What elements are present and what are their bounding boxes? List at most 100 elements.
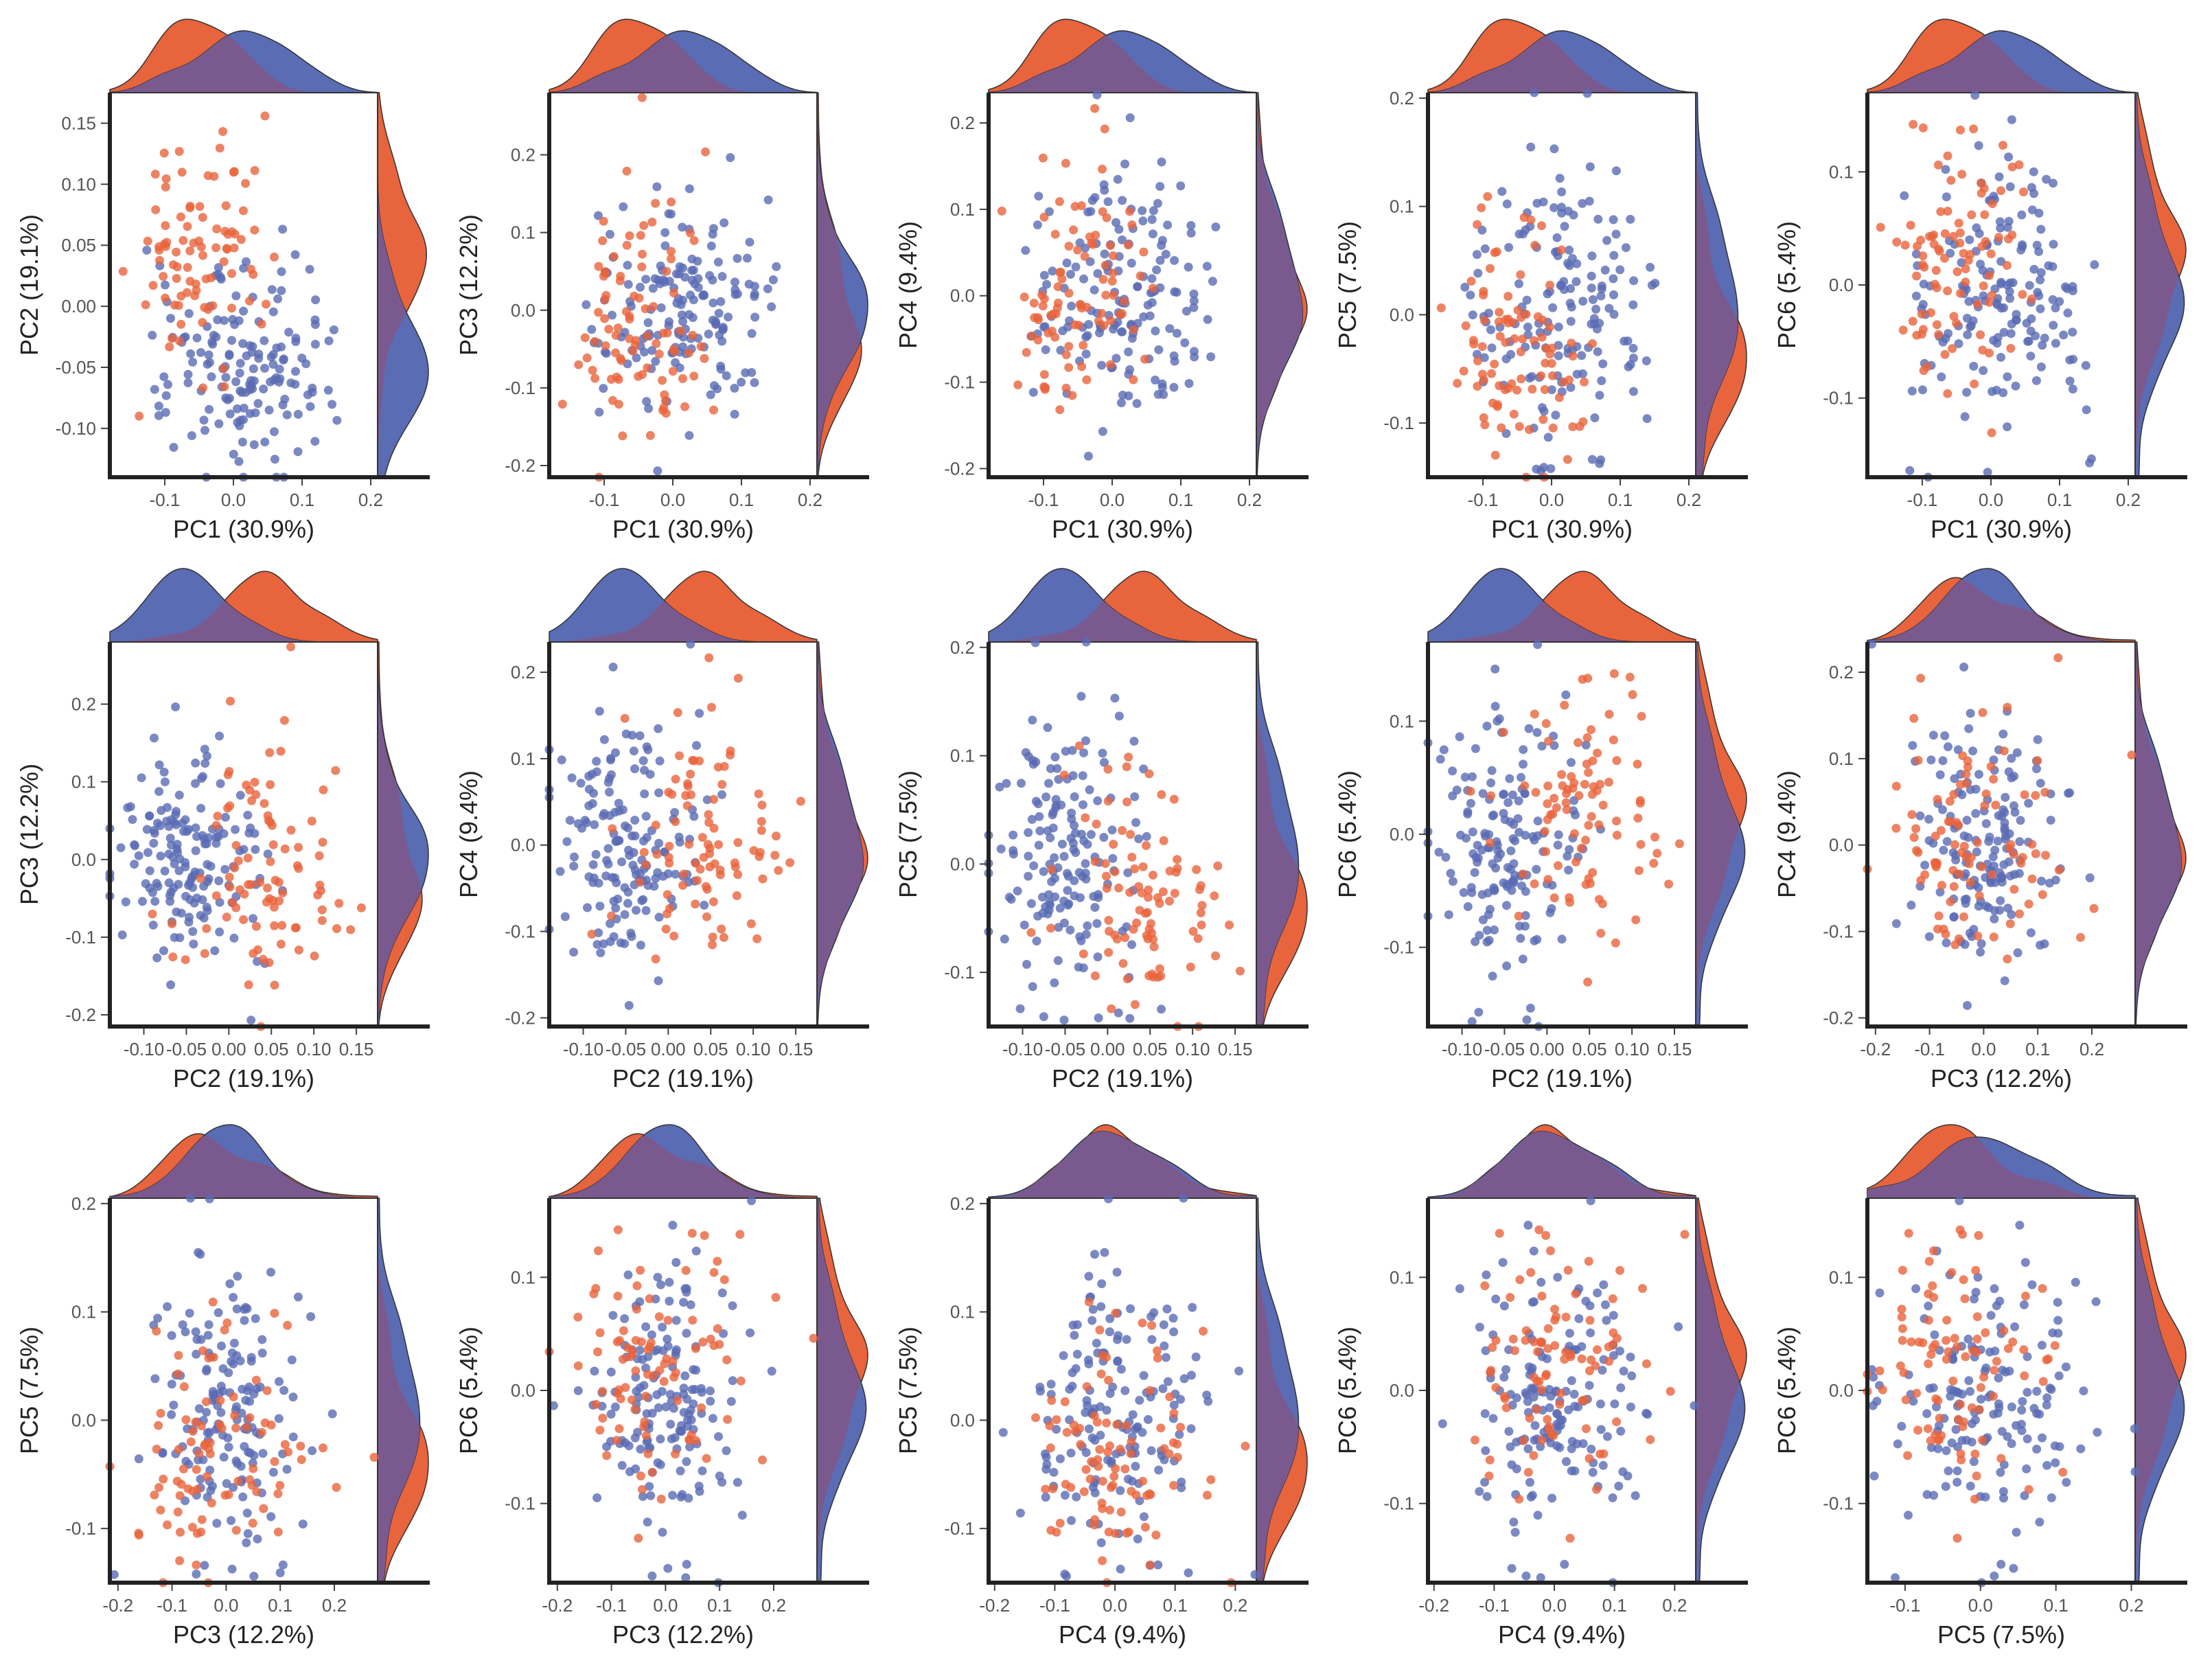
- y-tick-label: 0.2: [950, 1193, 975, 1214]
- point-blue: [1532, 728, 1542, 737]
- point-blue: [660, 241, 670, 251]
- point-blue: [630, 816, 640, 825]
- point-red: [772, 832, 781, 841]
- point-red: [2031, 791, 2040, 800]
- y-axis-title: PC5 (7.5%): [15, 1327, 43, 1454]
- point-red: [1013, 380, 1023, 389]
- point-blue: [1092, 1338, 1101, 1348]
- point-red: [1979, 183, 1989, 193]
- point-red: [1577, 1354, 1587, 1364]
- point-blue: [1147, 215, 1157, 225]
- point-red: [1554, 861, 1563, 871]
- point-blue: [220, 864, 230, 874]
- point-red: [1932, 320, 1942, 330]
- point-red: [1891, 823, 1901, 833]
- point-blue: [638, 1492, 647, 1501]
- point-blue: [1081, 736, 1090, 746]
- point-blue: [229, 933, 239, 943]
- point-blue: [1114, 1331, 1123, 1340]
- point-red: [265, 748, 275, 757]
- point-blue: [213, 315, 222, 325]
- point-red: [266, 1420, 276, 1430]
- point-red: [627, 1350, 636, 1360]
- point-red: [1048, 1484, 1058, 1493]
- point-red: [1985, 271, 1994, 280]
- point-blue: [2005, 278, 2015, 288]
- point-blue: [1044, 906, 1054, 915]
- point-red: [1192, 865, 1201, 874]
- point-red: [1082, 1382, 1092, 1391]
- point-red: [698, 833, 707, 842]
- point-red: [252, 1487, 262, 1496]
- point-red: [1241, 1441, 1250, 1451]
- point-blue: [1028, 715, 1037, 725]
- point-red: [688, 755, 698, 765]
- point-red: [2024, 1484, 2034, 1494]
- point-red: [1070, 320, 1079, 330]
- point-blue: [620, 328, 630, 337]
- point-blue: [2003, 372, 2012, 382]
- point-red: [270, 980, 279, 990]
- point-red: [141, 300, 150, 310]
- point-red: [154, 1482, 163, 1492]
- x-tick-label: 0.0: [1979, 490, 2003, 510]
- point-blue: [1093, 952, 1103, 962]
- point-red: [622, 240, 632, 250]
- point-blue: [2012, 310, 2021, 319]
- point-red: [1936, 207, 1946, 216]
- point-red: [1537, 1292, 1547, 1301]
- point-red: [1108, 268, 1118, 278]
- point-blue: [172, 840, 182, 849]
- point-red: [1139, 247, 1149, 257]
- point-red: [1514, 422, 1524, 431]
- point-blue: [1966, 322, 1975, 332]
- point-red: [713, 1257, 722, 1266]
- point-red: [1102, 213, 1111, 222]
- point-blue: [1481, 1446, 1490, 1456]
- point-red: [188, 1427, 198, 1436]
- point-red: [2031, 849, 2040, 858]
- point-red: [1587, 790, 1597, 799]
- point-blue: [1487, 343, 1497, 353]
- point-blue: [215, 731, 224, 741]
- point-blue: [669, 1403, 678, 1413]
- point-blue: [1690, 1401, 1699, 1410]
- point-red: [599, 216, 608, 226]
- point-red: [1942, 1335, 1951, 1345]
- point-blue: [1608, 1493, 1617, 1502]
- point-blue: [164, 849, 174, 859]
- point-red: [1173, 864, 1182, 873]
- point-red: [1898, 1335, 1907, 1345]
- point-red: [226, 696, 235, 706]
- y-tick-label: -0.1: [1383, 1493, 1414, 1514]
- point-blue: [653, 466, 663, 476]
- point-red: [618, 1355, 627, 1364]
- point-blue: [1521, 1571, 1531, 1581]
- point-blue: [670, 1433, 680, 1443]
- point-red: [231, 903, 241, 913]
- point-red: [1102, 884, 1111, 893]
- point-red: [636, 1337, 646, 1346]
- point-blue: [1050, 853, 1059, 862]
- point-red: [1592, 1345, 1602, 1355]
- point-blue: [706, 241, 716, 251]
- point-blue: [1976, 948, 1985, 957]
- point-blue: [154, 401, 163, 411]
- point-blue: [1530, 88, 1539, 98]
- point-blue: [161, 391, 171, 400]
- point-blue: [1063, 900, 1072, 910]
- point-blue: [1165, 324, 1175, 333]
- point-blue: [715, 330, 724, 340]
- point-blue: [1942, 837, 1952, 846]
- point-red: [2020, 1371, 2029, 1381]
- point-blue: [1436, 755, 1445, 764]
- point-red: [1530, 879, 1539, 888]
- point-blue: [1525, 374, 1534, 383]
- y-tick-label: 0.0: [71, 1410, 96, 1430]
- x-tick-label: -0.05: [166, 1039, 207, 1059]
- point-blue: [728, 1376, 737, 1386]
- point-blue: [1491, 863, 1500, 873]
- point-red: [2006, 343, 2016, 353]
- point-red: [1917, 309, 1926, 319]
